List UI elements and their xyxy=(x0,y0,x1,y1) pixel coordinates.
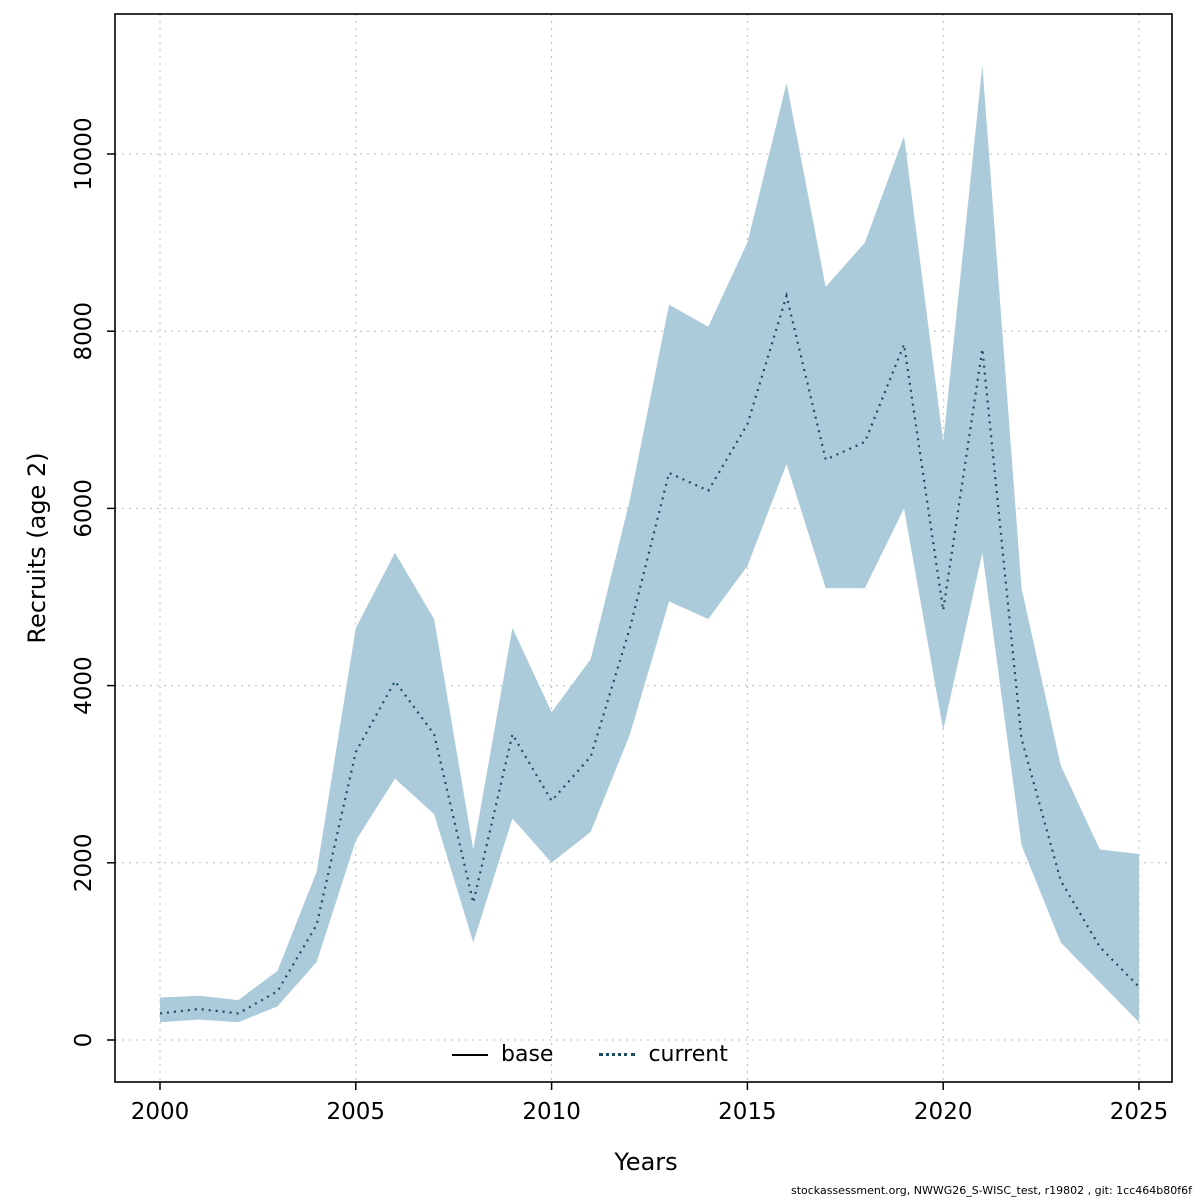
current-line-swatch xyxy=(599,1053,636,1056)
y-axis-title: Recruits (age 2) xyxy=(23,452,51,644)
plot-border xyxy=(114,13,1173,1083)
y-tick-label: 2000 xyxy=(71,834,97,893)
x-tick-label: 2020 xyxy=(914,1099,973,1125)
y-tick-label: 6000 xyxy=(71,479,97,538)
y-tick-label: 10000 xyxy=(71,117,97,190)
legend-label-current: current xyxy=(648,1042,728,1067)
x-tick-label: 2025 xyxy=(1110,1099,1169,1125)
footer-attribution: stockassessment.org, NWWG26_S-WISC_test,… xyxy=(790,1184,1192,1197)
y-tick-label: 0 xyxy=(71,1033,97,1048)
y-tick-label: 8000 xyxy=(71,302,97,361)
x-tick-label: 2005 xyxy=(327,1099,386,1125)
x-tick-label: 2010 xyxy=(522,1099,581,1125)
legend: base current xyxy=(452,1042,728,1067)
x-axis-title: Years xyxy=(614,1148,678,1176)
x-tick-label: 2015 xyxy=(718,1099,777,1125)
y-tick-label: 4000 xyxy=(71,656,97,715)
confidence-band xyxy=(160,65,1139,1023)
legend-item-current: current xyxy=(599,1042,728,1067)
legend-label-base: base xyxy=(501,1042,554,1067)
legend-item-base: base xyxy=(452,1042,553,1067)
x-tick-label: 2000 xyxy=(131,1099,190,1125)
base-line-swatch xyxy=(452,1053,488,1056)
